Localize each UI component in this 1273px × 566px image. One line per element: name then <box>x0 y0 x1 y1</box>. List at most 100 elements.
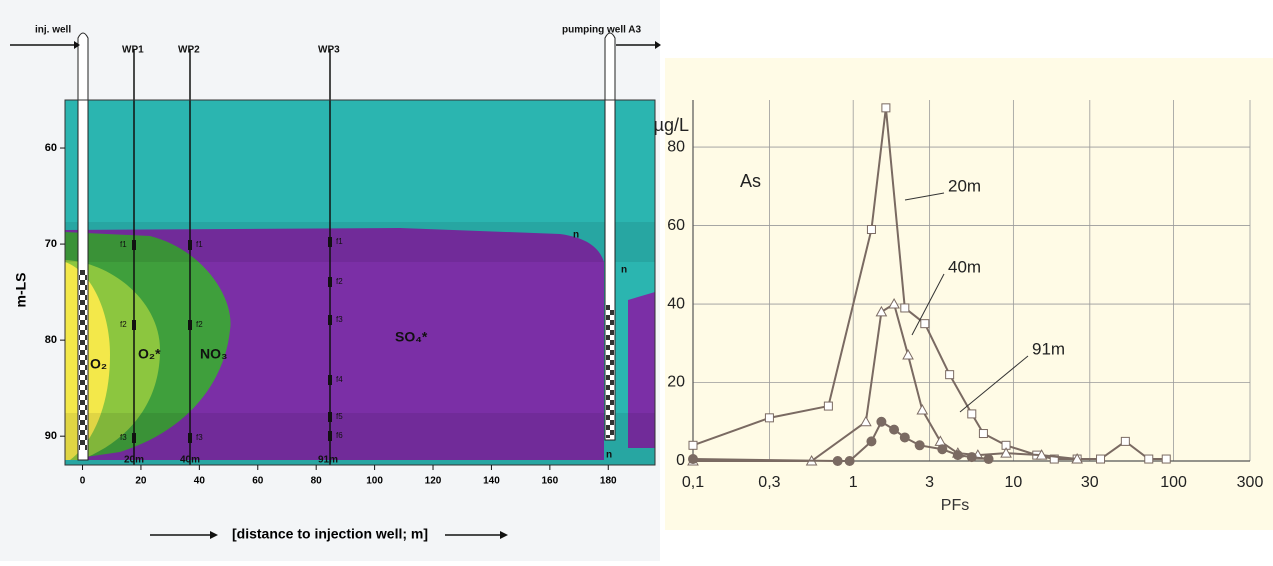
y-tick-label: 0 <box>676 452 685 469</box>
x-tick-label: 80 <box>311 476 323 487</box>
marker <box>1161 454 1171 464</box>
y-tick-label: 80 <box>45 334 57 346</box>
marker <box>978 429 988 439</box>
filter-label: f3 <box>196 433 203 442</box>
marker <box>866 224 876 234</box>
marker <box>899 432 910 443</box>
y-tick-label: 40 <box>667 295 685 312</box>
arrow-head <box>74 41 80 49</box>
marker <box>1071 453 1083 464</box>
x-tick-label: 10 <box>1004 474 1022 491</box>
marker <box>1144 454 1154 464</box>
y-tick-label: 60 <box>667 217 685 234</box>
filter-label: f3 <box>120 433 127 442</box>
well-screen <box>79 270 87 450</box>
marker <box>1049 454 1059 464</box>
marker <box>966 452 977 463</box>
zone-label: NO₃ <box>200 346 227 362</box>
x-tick-label: 1 <box>849 474 858 491</box>
arrow-head <box>210 531 218 539</box>
well-label: pumping well A3 <box>562 25 642 36</box>
x-tick-label: 300 <box>1237 474 1264 491</box>
well-label: inj. well <box>35 25 71 36</box>
series-label: 40m <box>948 257 981 276</box>
x-tick-label: 180 <box>600 476 617 487</box>
marker <box>937 444 948 455</box>
x-tick-label: 60 <box>252 476 264 487</box>
marker <box>688 454 698 465</box>
x-tick-label: 160 <box>542 476 559 487</box>
leader-line <box>959 355 1029 413</box>
zone-marker: n <box>573 230 579 241</box>
x-tick-label: 40 <box>194 476 206 487</box>
marker <box>914 440 925 451</box>
x-tick-label: 0,3 <box>758 474 780 491</box>
x-tick-label: 0,1 <box>682 474 704 491</box>
line-chart: 0,1 0,3 1 3 10 30 100 300 0 20 40 60 80 µg/L PFs As 20m 4… <box>654 58 1273 530</box>
well-label: WP3 <box>318 45 340 56</box>
marker <box>952 450 963 461</box>
x-tick-label: 0 <box>80 476 86 487</box>
marker <box>967 409 977 419</box>
y-axis-label: m-LS <box>13 273 29 308</box>
distance-label: 40m <box>180 455 200 466</box>
marker <box>900 303 910 313</box>
filter-label: f1 <box>120 240 127 249</box>
marker <box>832 456 843 466</box>
marker <box>844 456 855 466</box>
y-axis-label: µg/L <box>654 115 689 135</box>
marker <box>945 370 955 380</box>
marker <box>1120 436 1130 446</box>
filter-label: f1 <box>196 240 203 249</box>
marker <box>866 436 877 447</box>
x-tick-label: 100 <box>366 476 383 487</box>
zone-label: O₂ <box>90 356 107 372</box>
arrow-head <box>655 41 661 49</box>
plot-frame <box>64 99 656 466</box>
y-tick-label: 90 <box>45 430 57 442</box>
well-screen <box>606 305 614 438</box>
filter-label: f1 <box>336 237 343 246</box>
series-label: 91m <box>1032 339 1065 358</box>
y-tick-label: 60 <box>45 142 57 154</box>
x-tick-label: 140 <box>483 476 500 487</box>
marker <box>881 103 891 113</box>
zone-marker: n <box>606 450 612 461</box>
zone-marker: n <box>621 265 627 276</box>
x-axis-label: [distance to injection well; m] <box>232 526 428 542</box>
filter-label: f3 <box>336 315 343 324</box>
filter-marks <box>132 237 332 443</box>
filter-label: f2 <box>336 277 343 286</box>
y-tick-label: 80 <box>667 138 685 155</box>
marker <box>764 413 774 423</box>
filter-label: f2 <box>196 320 203 329</box>
zone-label: O₂* <box>138 346 161 362</box>
zone-label: SO₄* <box>395 329 428 345</box>
filter-label: f5 <box>336 412 343 421</box>
shade-band <box>65 222 655 262</box>
distance-label: 91m <box>318 455 338 466</box>
annotation: As <box>740 171 761 191</box>
marker <box>1035 449 1048 460</box>
marker <box>1000 447 1012 458</box>
purple-zone <box>628 292 655 448</box>
well-label: WP2 <box>178 45 200 56</box>
shade-band <box>65 413 655 465</box>
marker <box>920 319 930 329</box>
marker <box>875 305 888 317</box>
arrow-head <box>500 531 508 539</box>
marker <box>688 440 698 450</box>
distance-label: 20m <box>124 455 144 466</box>
left-axes: 0 20 40 60 80 100 120 140 160 180 60 70 80 90 <box>45 99 656 487</box>
x-tick-label: 3 <box>925 474 934 491</box>
x-tick-label: 120 <box>425 476 442 487</box>
x-axis-label: PFs <box>941 497 969 514</box>
filter-label: f4 <box>336 375 343 384</box>
marker <box>876 416 887 427</box>
marker <box>889 424 900 435</box>
x-tick-label: 30 <box>1081 474 1099 491</box>
marker <box>983 454 994 465</box>
marker <box>916 403 929 415</box>
x-tick-label: 20 <box>135 476 147 487</box>
